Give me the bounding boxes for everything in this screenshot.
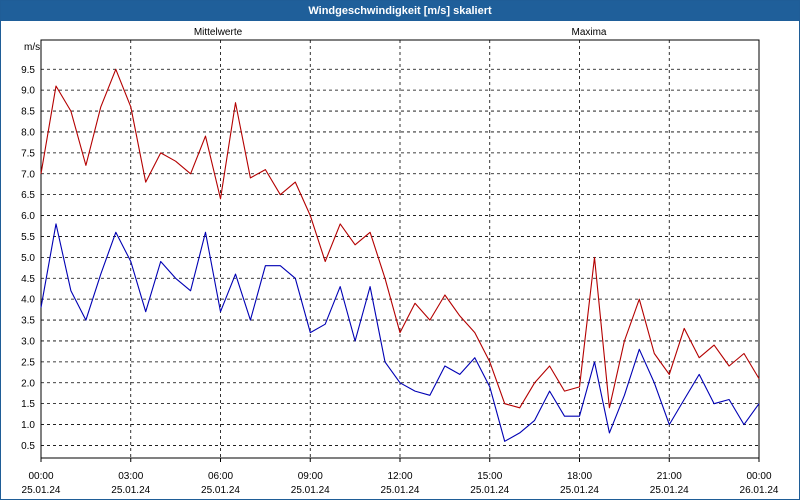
x-tick-time: 03:00	[118, 471, 143, 482]
x-tick-date: 25.01.24	[201, 485, 240, 496]
y-tick-label: 6.0	[21, 211, 35, 222]
y-tick-label: 9.5	[21, 65, 35, 76]
y-tick-label: 4.0	[21, 295, 35, 306]
y-tick-label: 9.0	[21, 86, 35, 97]
legend: Mittelwerte Maxima	[194, 27, 607, 38]
y-tick-label: 2.0	[21, 378, 35, 389]
y-tick-label: 5.0	[21, 253, 35, 264]
x-tick-time: 21:00	[657, 471, 682, 482]
grid	[41, 40, 759, 458]
y-tick-labels: 0.5 1.0 1.5 2.0 2.5 3.0 3.5 4.0 4.5 5.0 5.5 6.0 6.5 7…	[21, 65, 35, 452]
x-tick-date: 25.01.24	[560, 485, 599, 496]
y-tick-label: 2.5	[21, 357, 35, 368]
y-tick-label: 1.5	[21, 399, 35, 410]
window-title: Windgeschwindigkeit [m/s] skaliert	[1, 1, 799, 21]
y-tick-label: 6.5	[21, 190, 35, 201]
y-tick-label: 3.0	[21, 336, 35, 347]
x-tick-time: 00:00	[28, 471, 53, 482]
x-tick-time: 09:00	[298, 471, 323, 482]
x-tick-date: 25.01.24	[381, 485, 420, 496]
series-line-maxima	[40, 68, 760, 409]
axes	[40, 39, 760, 462]
y-tick-label: 0.5	[21, 441, 35, 452]
y-tick-label: 5.5	[21, 232, 35, 243]
series-line-mittelwerte	[40, 223, 760, 442]
y-tick-label: 7.5	[21, 148, 35, 159]
y-tick-label: 3.5	[21, 316, 35, 327]
x-tick-date: 25.01.24	[22, 485, 61, 496]
x-tick-time: 06:00	[208, 471, 233, 482]
y-tick-label: 1.0	[21, 420, 35, 431]
x-tick-date: 26.01.24	[740, 485, 779, 496]
y-tick-label: 7.0	[21, 169, 35, 180]
x-tick-time: 00:00	[746, 471, 771, 482]
y-axis-label: m/s	[24, 42, 40, 53]
y-tick-label: 8.5	[21, 107, 35, 118]
x-tick-time: 18:00	[567, 471, 592, 482]
y-tick-label: 8.0	[21, 127, 35, 138]
x-tick-date: 25.01.24	[650, 485, 689, 496]
x-tick-time: 15:00	[477, 471, 502, 482]
x-tick-time: 12:00	[387, 471, 412, 482]
x-tick-labels: 00:00 25.01.24 03:00 25.01.24 06:00 25.01.24 0…	[22, 471, 779, 496]
plot-frame	[40, 39, 760, 459]
legend-entry: Mittelwerte	[194, 27, 243, 38]
x-tick-date: 25.01.24	[291, 485, 330, 496]
series-lines	[40, 68, 760, 442]
x-tick-date: 25.01.24	[111, 485, 150, 496]
x-tick-date: 25.01.24	[470, 485, 509, 496]
y-tick-label: 4.5	[21, 274, 35, 285]
legend-entry: Maxima	[571, 27, 606, 38]
